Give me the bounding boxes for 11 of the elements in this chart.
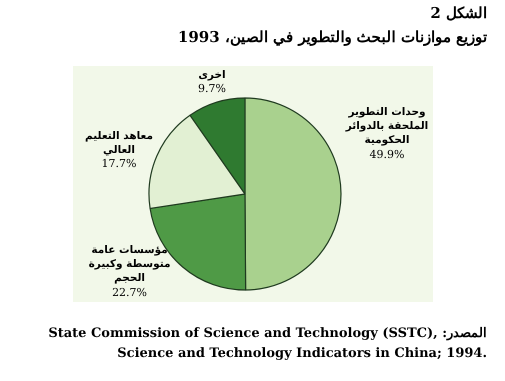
data-label: 49.9%	[368, 148, 406, 162]
slice-label: مؤسسات عامة متوسطة وكبيرة الحجم	[88, 243, 172, 286]
chart-subtitle: توزيع موازنات البحث والتطوير في الصين، 1993	[178, 28, 487, 46]
data-label: 9.7%	[197, 82, 227, 98]
text: الشكل 2	[430, 4, 487, 22]
slice-label: وحدات التطوير الملحقة بالدوائر الحكومية	[344, 105, 430, 148]
slice-label: اخرى	[197, 68, 227, 82]
data-label: 17.7%	[100, 157, 138, 172]
slice-label: معاهد التعليم العالي	[84, 129, 154, 158]
text: المصدر: State Commission of Science and Technology (SSTC), Science and Technology Indicators in China; 1994.	[47, 325, 487, 364]
data-label: 22.7%	[111, 286, 148, 300]
